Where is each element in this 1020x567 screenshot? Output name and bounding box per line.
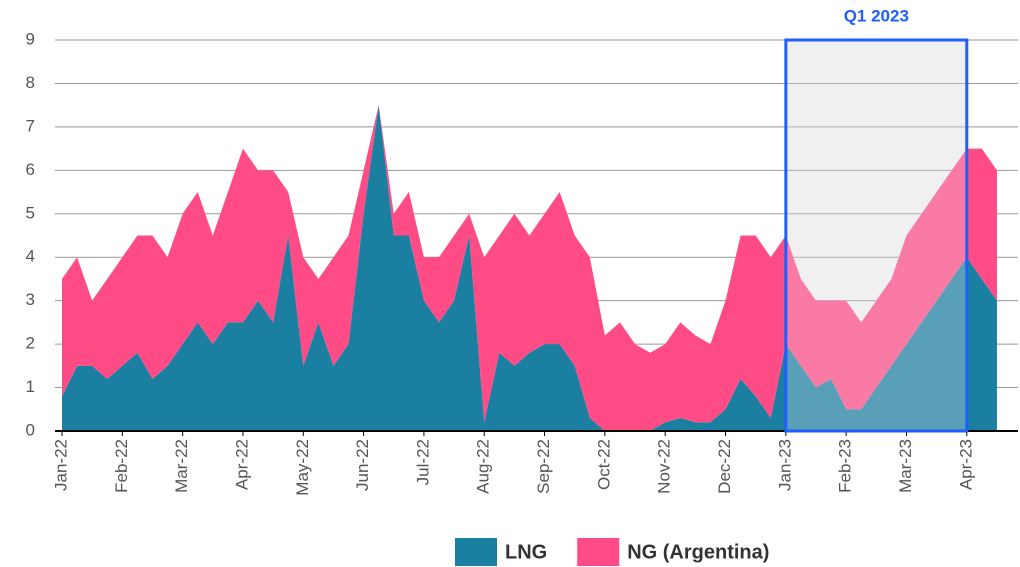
area [62,105,997,432]
x-tick-label: Jul-22 [413,439,432,485]
x-tick-label: Mar-22 [172,439,191,493]
y-tick-label: 1 [26,377,35,396]
y-tick-label: 5 [26,203,35,222]
x-tick-label: Aug-22 [474,439,493,494]
x-tick-label: Mar-23 [896,439,915,493]
y-tick-label: 6 [26,160,35,179]
x-tick-label: Jan-22 [51,439,70,491]
y-tick-label: 2 [26,334,35,353]
y-tick-label: 9 [26,29,35,48]
x-tick-label: Jun-22 [353,439,372,491]
x-tick-label: Dec-22 [715,439,734,494]
area [62,105,997,432]
y-tick-label: 4 [26,247,35,266]
legend-label: LNG [505,541,547,563]
y-tick-label: 7 [26,116,35,135]
x-tick-label: Nov-22 [655,439,674,494]
y-tick-label: 8 [26,73,35,92]
x-tick-label: Feb-22 [112,439,131,493]
legend-swatch [577,538,620,566]
x-tick-label: Sep-22 [534,439,553,494]
highlight-box [784,38,969,433]
x-tick-label: May-22 [293,439,312,496]
legend-swatch [455,538,497,566]
x-tick-label: Apr-23 [956,439,975,490]
y-tick-label: 3 [26,290,35,309]
x-tick-label: Feb-23 [836,439,855,493]
x-tick-label: Apr-22 [232,439,251,490]
annotation: Q1 2023 [844,6,909,25]
x-tick-label: Jan-23 [775,439,794,491]
x-tick-label: Oct-22 [594,439,613,490]
y-tick-label: 0 [26,420,35,439]
legend-label: NG (Argentina) [627,541,769,563]
